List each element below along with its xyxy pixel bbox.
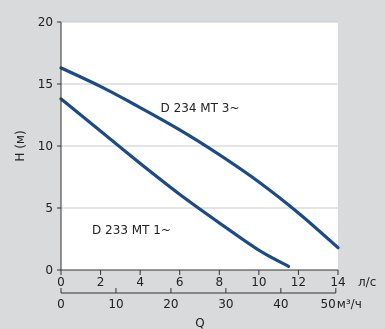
axes [57,21,339,294]
y-tick-label: 10 [38,139,53,153]
x-tick-label-bottom: 10 [108,297,123,311]
series-label-2: D 233 MT 1~ [92,223,171,237]
x-tick-label-bottom: 20 [163,297,178,311]
x-axis-title: Q [195,316,204,329]
x-unit-top: л/с [358,275,376,289]
series-line-1 [59,66,340,250]
x-tick-label-bottom: 40 [273,297,288,311]
series-lines [59,66,340,268]
x-tick-label-top: 8 [215,275,223,289]
x-tick-label-top: 0 [57,275,65,289]
x-tick-label-top: 14 [330,275,345,289]
y-tick-label: 20 [38,15,53,29]
y-tick-label: 5 [45,201,53,215]
x-tick-label-top: 2 [97,275,105,289]
x-tick-label-top: 12 [291,275,306,289]
x-tick-label-bottom: 30 [218,297,233,311]
x-tick-label-top: 4 [136,275,144,289]
series-label-1: D 234 MT 3~ [161,101,240,115]
y-axis-title: H (м) [13,130,27,161]
x-tick-label-top: 6 [176,275,184,289]
x-tick-label-bottom: 0 [57,297,65,311]
x-tick-label-bottom: 50 [321,297,336,311]
x-unit-bottom: м³/ч [337,297,362,311]
y-tick-label: 0 [45,263,53,277]
series-line-2 [59,97,291,268]
labels: 0 5 10 15 20 0 2 4 6 8 10 12 14 0 10 20 30 40 50 л/с м³/ч Q H … [13,15,376,329]
x-tick-label-top: 10 [251,275,266,289]
y-tick-label: 15 [38,77,53,91]
